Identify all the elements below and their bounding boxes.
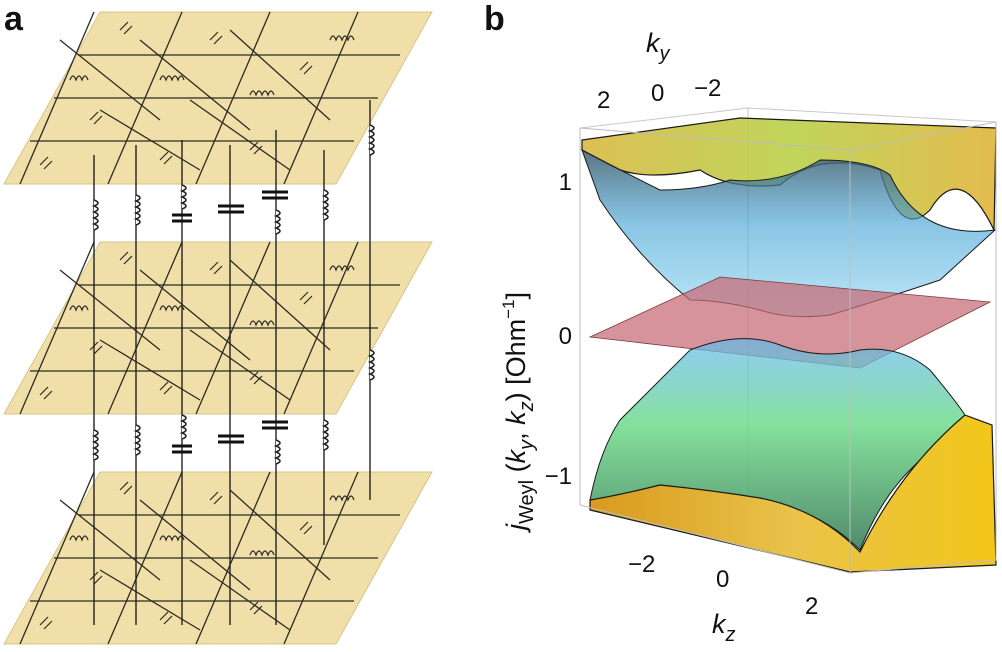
panel-b-label: b <box>484 0 505 38</box>
kz-axis-label: kz <box>712 609 736 646</box>
j-tick-neg1: −1 <box>545 463 572 490</box>
circuit-layer-bottom <box>3 471 433 645</box>
kz-tick-0: 0 <box>716 566 729 593</box>
kz-tick-2: 2 <box>805 593 818 620</box>
j-axis: 1 0 −1 jWeyl (ky, kz) [Ohm−1] <box>499 169 572 534</box>
circuit-layer-middle <box>3 241 433 415</box>
lower-band-surface <box>589 338 966 551</box>
ky-tick-2: 2 <box>597 87 610 114</box>
kz-tick-neg2: −2 <box>628 551 655 578</box>
ky-tick-neg2: −2 <box>694 75 721 102</box>
ky-tick-0: 0 <box>651 80 664 107</box>
j-axis-label: jWeyl (ky, kz) [Ohm−1] <box>499 292 538 534</box>
interlayer-inductors <box>91 124 375 465</box>
panel-a-label: a <box>4 0 24 38</box>
panel-a-lattice <box>3 11 433 645</box>
weyl-band-plot: 1 0 −1 jWeyl (ky, kz) [Ohm−1] 2 0 −2 ky … <box>499 28 997 646</box>
ky-axis: 2 0 −2 ky <box>597 28 721 114</box>
circuit-layer-top <box>3 11 433 185</box>
plot-box-front <box>579 121 997 574</box>
j-tick-1: 1 <box>559 169 572 196</box>
kz-axis: −2 0 2 kz <box>628 551 818 646</box>
ky-axis-label: ky <box>646 28 671 65</box>
j-tick-0: 0 <box>559 323 572 350</box>
interlayer-capacitors <box>172 190 288 454</box>
